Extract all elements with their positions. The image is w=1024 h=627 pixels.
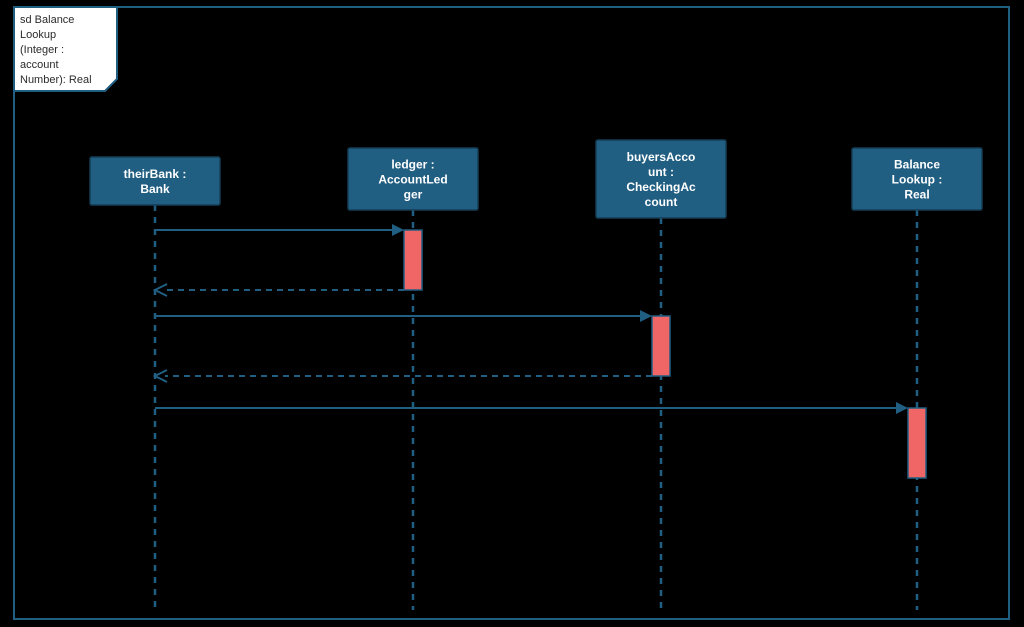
participant-label-buyer: count (645, 195, 678, 209)
sequence-frame (14, 7, 1009, 619)
participant-label-bank: Bank (140, 182, 170, 196)
frame-label-text: account (20, 59, 59, 71)
participant-label-buyer: CheckingAc (626, 180, 696, 194)
participant-label-bal: Real (904, 188, 929, 202)
participant-label-ledger: ledger : (391, 158, 434, 172)
participant-label-bal: Balance (894, 158, 940, 172)
sequence-diagram: sd Balance Lookup (Integer : account Number)… (0, 0, 1024, 627)
participant-label-bank: theirBank : (124, 167, 187, 181)
participant-label-ledger: AccountLed (378, 173, 447, 187)
arrowhead-solid (392, 224, 404, 236)
participant-label-bal: Lookup : (892, 173, 943, 187)
arrowhead-open (155, 284, 167, 296)
participant-label-buyer: unt : (648, 165, 674, 179)
activation-bal (908, 408, 926, 478)
activation-buyer (652, 316, 670, 376)
participant-label-buyer: buyersAcco (627, 150, 696, 164)
arrowhead-solid (640, 310, 652, 322)
participant-label-ledger: ger (404, 188, 423, 202)
frame-label-text: sd Balance (20, 14, 74, 26)
frame-label-text: (Integer : (20, 44, 64, 56)
activation-ledger (404, 230, 422, 290)
arrowhead-solid (896, 402, 908, 414)
participant-box-bank (90, 157, 220, 205)
frame-label-text: Lookup (20, 29, 56, 41)
frame-label-text: Number): Real (20, 74, 92, 86)
